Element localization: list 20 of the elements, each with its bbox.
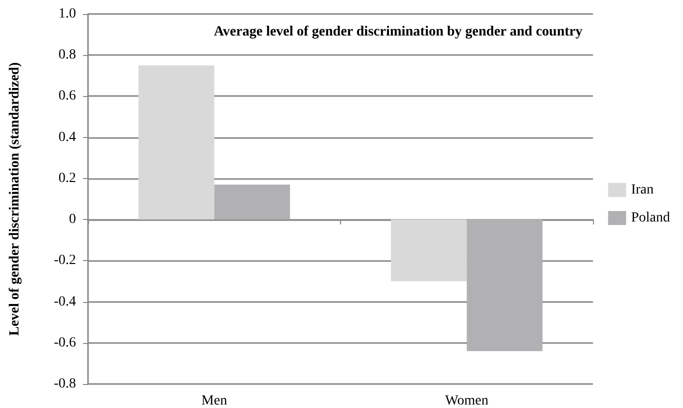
y-tick-label: -0.8 [54, 376, 76, 392]
y-tick-label: 0.2 [58, 170, 76, 186]
bar [214, 184, 290, 220]
x-tick-label: Women [445, 394, 488, 408]
y-tick-label: 1.0 [58, 6, 76, 22]
text: Average level of gender discrimination by gender and country [214, 24, 583, 40]
legend-label: Iran [631, 182, 654, 198]
y-tick-label: 0.8 [58, 48, 76, 63]
bar [466, 220, 542, 352]
bar [138, 65, 214, 220]
x-tick-label: Men [201, 394, 228, 408]
y-tick-label: -0.4 [54, 294, 76, 310]
y-axis-title: Level of gender discrimination (standardized) [8, 62, 22, 336]
y-tick-label: 0.4 [58, 130, 76, 145]
y-tick-label: 0.6 [58, 88, 76, 104]
y-tick-label: 0 [69, 212, 76, 228]
legend-label: Poland [631, 210, 670, 226]
bar [391, 220, 467, 282]
y-tick-label: -0.2 [54, 253, 76, 268]
y-tick-label: -0.6 [54, 335, 76, 350]
